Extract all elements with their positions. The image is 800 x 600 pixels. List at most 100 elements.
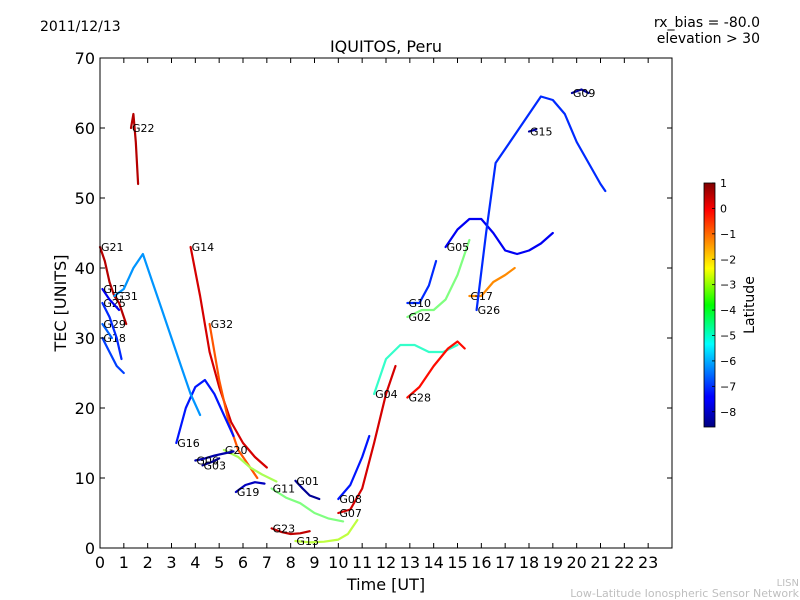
series-line-g10 <box>406 259 438 305</box>
series-line-g05 <box>444 217 554 256</box>
series-line-g25 <box>101 301 123 361</box>
x-tick-label: 16 <box>471 553 491 572</box>
series-label-g09: G09 <box>573 87 596 100</box>
series-label-g31: G31 <box>115 290 138 303</box>
series-label-g08: G08 <box>339 493 362 506</box>
series-line-g31 <box>113 252 202 417</box>
series-line-g09 <box>570 88 590 95</box>
series-label-g05: G05 <box>447 241 470 254</box>
elevation-label: elevation > 30 <box>657 31 760 47</box>
x-tick-label: 8 <box>286 553 296 572</box>
y-axis-label: TEC [UNITS] <box>51 255 70 353</box>
series-label-g21: G21 <box>101 241 124 254</box>
series-label-g26: G26 <box>478 304 501 317</box>
y-tick-label: 20 <box>75 399 95 418</box>
series-label-g16: G16 <box>177 437 200 450</box>
y-tick-label: 30 <box>75 329 95 348</box>
x-tick-label: 0 <box>95 553 105 572</box>
series-line-g23 <box>270 527 311 536</box>
series-label-g11: G11 <box>273 483 296 496</box>
x-tick-label: 22 <box>614 553 634 572</box>
chart-title: IQUITOS, Peru <box>330 37 442 56</box>
y-tick-label: 40 <box>75 259 95 278</box>
series-line-g11 <box>270 487 345 523</box>
series-line-g15 <box>527 128 538 133</box>
series-label-g29: G29 <box>103 318 126 331</box>
x-tick-label: 11 <box>352 553 372 572</box>
x-tick-label: 20 <box>566 553 586 572</box>
series-label-g28: G28 <box>408 392 431 405</box>
y-tick-label: 10 <box>75 469 95 488</box>
x-tick-label: 6 <box>238 553 248 572</box>
series-line-g28 <box>406 340 466 399</box>
series-line-g07 <box>337 364 397 515</box>
x-tick-label: 12 <box>376 553 396 572</box>
series-line-g01 <box>294 479 321 501</box>
x-tick-label: 10 <box>328 553 348 572</box>
series-line-g06 <box>194 450 235 462</box>
y-axis: 0 10 20 30 40 50 60 70 <box>75 49 672 558</box>
colorbar-tick-label: −6 <box>720 355 736 368</box>
series-line-g13 <box>294 518 359 544</box>
colorbar-label: Latitude <box>742 276 758 334</box>
series-line-g16 <box>175 378 235 445</box>
series-line-g20 <box>222 448 278 483</box>
x-tick-label: 14 <box>423 553 443 572</box>
series-label-g07: G07 <box>339 507 362 520</box>
x-tick-label: 3 <box>166 553 176 572</box>
series-label-g03: G03 <box>203 459 226 472</box>
series-line-g26 <box>475 95 607 312</box>
y-tick-label: 60 <box>75 119 95 138</box>
y-tick-label: 0 <box>85 539 95 558</box>
x-tick-label: 23 <box>638 553 658 572</box>
x-tick-label: 18 <box>519 553 539 572</box>
series-label-g19: G19 <box>237 486 260 499</box>
x-tick-label: 13 <box>400 553 420 572</box>
series-line-g02 <box>406 238 471 319</box>
series-label-g14: G14 <box>192 241 215 254</box>
colorbar-tick-label: −4 <box>720 304 736 317</box>
watermark-lisn: LISN <box>777 578 799 589</box>
series-label-g32: G32 <box>211 318 234 331</box>
series-label-g23: G23 <box>273 522 296 535</box>
series-label-g01: G01 <box>296 475 319 488</box>
series-label-g02: G02 <box>408 311 431 324</box>
plot-frame <box>99 57 673 549</box>
colorbar-tick-label: 0 <box>720 202 727 215</box>
date-label: 2011/12/13 <box>40 19 121 35</box>
colorbar-tick-label: −5 <box>720 330 736 343</box>
x-tick-label: 21 <box>590 553 610 572</box>
series-label-g13: G13 <box>296 535 319 548</box>
series-line-g22 <box>129 112 140 186</box>
x-tick-label: 5 <box>214 553 224 572</box>
x-axis-label: Time [UT] <box>346 575 425 594</box>
colorbar-tick-label: −3 <box>720 279 736 292</box>
series-label-g06: G06 <box>196 455 219 468</box>
x-axis: 0 1 2 3 4 5 6 7 8 9 10 11 12 13 14 15 16 17 18 19 20 21 22 23 <box>95 58 658 572</box>
series-label-g22: G22 <box>132 122 155 135</box>
series-label-g17: G17 <box>470 290 493 303</box>
x-tick-label: 17 <box>495 553 515 572</box>
colorbar <box>703 182 716 428</box>
series-line-g19 <box>234 481 266 494</box>
y-tick-label: 50 <box>75 189 95 208</box>
x-tick-label: 2 <box>143 553 153 572</box>
series-line-g18 <box>101 336 125 375</box>
series-line-g08 <box>337 434 371 501</box>
series-line-g14 <box>189 245 268 469</box>
colorbar-ticks: 1 0 −1 −2 −3 −4 −5 −6 −7 −8 <box>712 177 736 419</box>
colorbar-tick-label: 1 <box>720 177 727 190</box>
series-line-g04 <box>373 343 459 396</box>
series-label-g04: G04 <box>375 388 398 401</box>
x-tick-label: 19 <box>543 553 563 572</box>
x-tick-label: 4 <box>190 553 200 572</box>
series-label-g10: G10 <box>408 297 431 310</box>
x-tick-label: 1 <box>119 553 129 572</box>
watermark-network: Low-Latitude Ionospheric Sensor Network <box>570 587 799 600</box>
rx-bias-label: rx_bias = -80.0 <box>654 15 760 31</box>
x-tick-label: 9 <box>309 553 319 572</box>
y-tick-label: 70 <box>75 49 95 68</box>
x-tick-label: 7 <box>262 553 272 572</box>
